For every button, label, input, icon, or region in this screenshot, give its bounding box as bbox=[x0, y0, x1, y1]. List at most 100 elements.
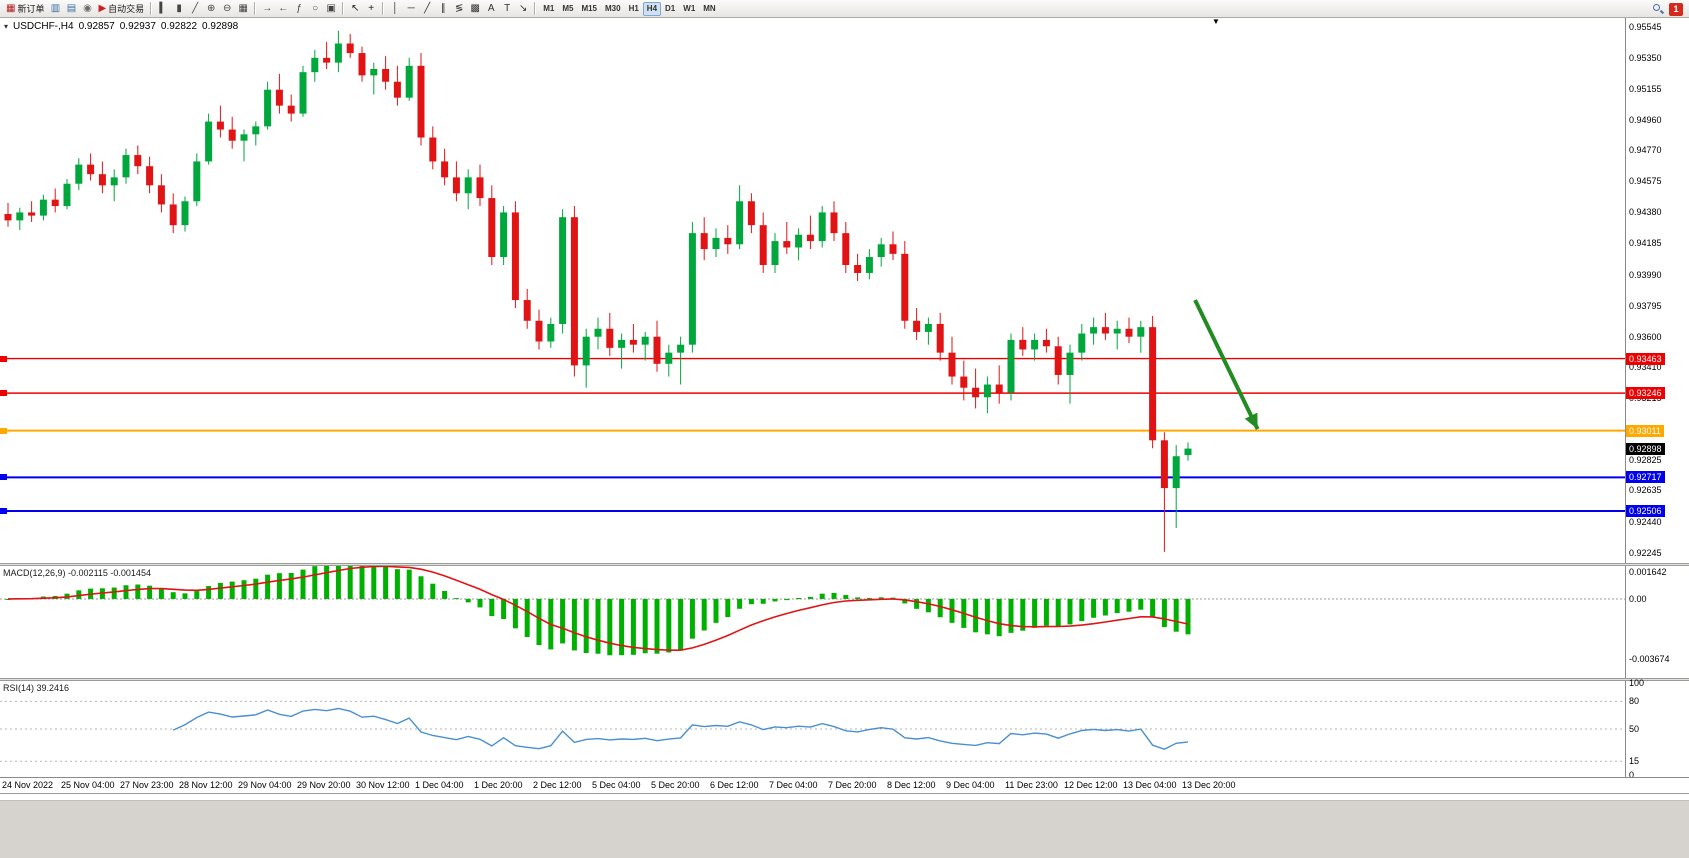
macd-values: -0.002115 -0.001454 bbox=[68, 568, 151, 578]
rsi-line bbox=[172, 707, 1189, 750]
macd-name: MACD(12,26,9) bbox=[3, 568, 66, 578]
timeframe-h4[interactable]: H4 bbox=[642, 1, 662, 16]
time-axis[interactable]: 24 Nov 2022 25 Nov 04:00 27 Nov 23:00 28 No… bbox=[0, 777, 1689, 793]
time-label: 11 Dec 23:00 bbox=[1005, 780, 1058, 790]
line-chart-button[interactable]: ╱ bbox=[187, 1, 203, 17]
timeframe-m5[interactable]: M5 bbox=[562, 4, 574, 13]
time-label: 29 Nov 20:00 bbox=[297, 780, 351, 790]
price-tag: 0.92898 bbox=[1626, 442, 1665, 455]
main-chart-canvas[interactable] bbox=[0, 18, 1625, 563]
timeframe-w1[interactable]: W1 bbox=[683, 4, 696, 13]
timeframe-mn[interactable]: MN bbox=[703, 4, 716, 13]
footer-strip bbox=[0, 794, 1689, 801]
chart-shift-marker[interactable]: ▼ bbox=[1212, 17, 1220, 26]
price-axis[interactable]: 0.95545 0.95350 0.95155 0.94960 0.94770 0.945… bbox=[1625, 18, 1689, 563]
zoom-out-button[interactable]: ⊖ bbox=[219, 1, 235, 17]
timeframe-h1[interactable]: H1 bbox=[628, 4, 639, 13]
candlestick-chart-button[interactable]: ▮ bbox=[171, 1, 187, 17]
timeframe-m15[interactable]: M15 bbox=[581, 4, 597, 13]
price-tag: 0.93246 bbox=[1626, 387, 1665, 400]
auto-scroll-button[interactable]: → bbox=[259, 1, 275, 17]
level-left-marker bbox=[0, 508, 7, 515]
zoom-in-button[interactable]: ⊕ bbox=[203, 1, 219, 17]
timeframe-m30[interactable]: M30 bbox=[605, 4, 621, 13]
new-chart-button[interactable]: ▥ bbox=[47, 1, 63, 17]
grid-tool[interactable]: ▩ bbox=[467, 1, 483, 17]
indicators-button[interactable]: ƒ bbox=[291, 1, 307, 17]
autotrade-button-icon: ▶ bbox=[98, 2, 107, 14]
time-label: 5 Dec 20:00 bbox=[651, 780, 700, 790]
rsi-axis[interactable]: 100 80 50 15 0 bbox=[1625, 678, 1689, 780]
pane-divider[interactable] bbox=[0, 678, 1689, 681]
search-icon[interactable] bbox=[1652, 3, 1665, 15]
chart-window: 0.95545 0.95350 0.95155 0.94960 0.94770 0.945… bbox=[0, 18, 1689, 793]
trend-arrow[interactable] bbox=[1193, 299, 1260, 431]
channel-tool[interactable]: ∥ bbox=[435, 1, 451, 17]
price-tick: 0.95155 bbox=[1629, 83, 1662, 94]
macd-histogram bbox=[5, 566, 1191, 656]
time-label: 28 Nov 12:00 bbox=[179, 780, 233, 790]
price-tag: 0.93011 bbox=[1626, 424, 1664, 437]
chart-collapse-icon[interactable]: ▾ bbox=[4, 22, 9, 31]
level-left-marker bbox=[0, 355, 7, 362]
time-label: 1 Dec 20:00 bbox=[474, 780, 523, 790]
periods-dropdown[interactable]: ○ bbox=[307, 1, 323, 17]
time-label: 9 Dec 04:00 bbox=[946, 780, 995, 790]
macd-canvas[interactable] bbox=[0, 566, 1625, 678]
time-label: 30 Nov 12:00 bbox=[356, 780, 410, 790]
main-chart-pane: 0.95545 0.95350 0.95155 0.94960 0.94770 0.945… bbox=[0, 18, 1689, 563]
pane-divider[interactable] bbox=[0, 563, 1689, 566]
autotrade-button[interactable]: ▶ 自动交易 bbox=[95, 1, 147, 17]
vertical-line-tool-icon: │ bbox=[392, 2, 399, 14]
templates-dropdown-icon: ▣ bbox=[326, 2, 336, 14]
timeframe-d1[interactable]: D1 bbox=[665, 4, 676, 13]
ohlc-close: 0.92898 bbox=[202, 21, 239, 32]
autotrade-button-label: 自动交易 bbox=[108, 4, 145, 14]
price-tick: 0.95545 bbox=[1629, 21, 1662, 32]
candles bbox=[4, 30, 1192, 552]
timeframe-m1[interactable]: M1 bbox=[543, 4, 555, 13]
templates-dropdown[interactable]: ▣ bbox=[323, 1, 339, 17]
tile-windows-button-icon: ▦ bbox=[238, 2, 248, 14]
time-label: 29 Nov 04:00 bbox=[238, 780, 292, 790]
alerts-button[interactable]: ◉ bbox=[79, 1, 95, 17]
level-left-marker bbox=[0, 390, 7, 397]
text-tool[interactable]: A bbox=[483, 1, 499, 17]
horizontal-line-tool[interactable]: ─ bbox=[403, 1, 419, 17]
rsi-canvas[interactable] bbox=[0, 681, 1625, 777]
vertical-line-tool[interactable]: │ bbox=[387, 1, 403, 17]
notification-badge[interactable]: 1 bbox=[1669, 2, 1683, 16]
time-label: 24 Nov 2022 bbox=[2, 780, 54, 790]
alerts-button-icon: ◉ bbox=[83, 2, 92, 14]
price-tick: 0.92440 bbox=[1629, 516, 1662, 527]
time-label: 12 Dec 12:00 bbox=[1064, 780, 1118, 790]
new-order-button[interactable]: ▦ 新订单 bbox=[3, 1, 47, 17]
macd-axis[interactable]: 0.001642 0.00 -0.003674 bbox=[1625, 566, 1689, 678]
horizontal-line-tool-icon: ─ bbox=[407, 2, 415, 14]
search-lens bbox=[1653, 4, 1660, 11]
price-tag: 0.92506 bbox=[1626, 505, 1665, 518]
time-label: 13 Dec 20:00 bbox=[1182, 780, 1236, 790]
price-tick: 0.95350 bbox=[1629, 52, 1662, 63]
profiles-button[interactable]: ▤ bbox=[63, 1, 79, 17]
bar-chart-button[interactable]: ▍ bbox=[155, 1, 171, 17]
price-tick: 0.94770 bbox=[1629, 145, 1662, 156]
toolbar-separator bbox=[382, 2, 385, 15]
tile-windows-button[interactable]: ▦ bbox=[235, 1, 251, 17]
time-label: 8 Dec 12:00 bbox=[887, 780, 936, 790]
fibonacci-tool-icon: ≶ bbox=[454, 2, 464, 14]
ohlc-high: 0.92937 bbox=[119, 21, 156, 32]
time-label: 2 Dec 12:00 bbox=[533, 780, 582, 790]
periods-dropdown-icon: ○ bbox=[312, 2, 319, 14]
crosshair-tool[interactable]: + bbox=[363, 1, 379, 17]
arrows-tool[interactable]: ↘ bbox=[515, 1, 531, 17]
trendline-tool[interactable]: ╱ bbox=[419, 1, 435, 17]
chart-shift-button[interactable]: ← bbox=[275, 1, 291, 17]
cursor-tool-icon: ↖ bbox=[350, 2, 360, 14]
ohlc-header: ▾ USDCHF-,H4 0.92857 0.92937 0.92822 0.9… bbox=[4, 21, 238, 32]
fibonacci-tool[interactable]: ≶ bbox=[451, 1, 467, 17]
cursor-tool[interactable]: ↖ bbox=[347, 1, 363, 17]
text-label-tool[interactable]: T bbox=[499, 1, 515, 17]
zoom-out-button-icon: ⊖ bbox=[222, 2, 232, 14]
